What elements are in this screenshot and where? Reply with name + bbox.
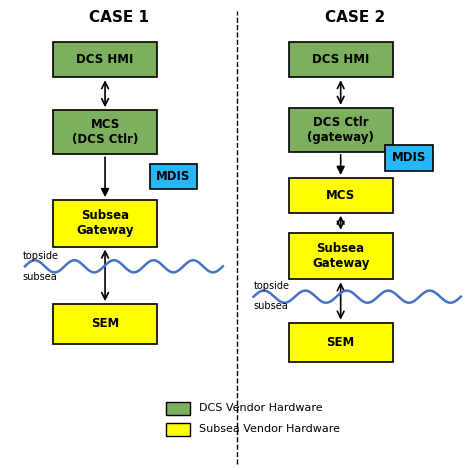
Text: MCS
(DCS Ctlr): MCS (DCS Ctlr) (72, 118, 138, 146)
Text: MCS: MCS (326, 189, 356, 202)
Text: CASE 1: CASE 1 (89, 10, 149, 25)
FancyBboxPatch shape (385, 145, 433, 171)
Text: CASE 2: CASE 2 (325, 10, 385, 25)
Text: topside: topside (23, 251, 59, 261)
FancyBboxPatch shape (289, 178, 392, 213)
Text: Subsea
Gateway: Subsea Gateway (312, 242, 369, 270)
FancyBboxPatch shape (53, 42, 157, 77)
Text: DCS Ctlr
(gateway): DCS Ctlr (gateway) (307, 116, 374, 144)
Text: topside: topside (254, 282, 290, 291)
Text: Subsea
Gateway: Subsea Gateway (76, 209, 134, 237)
FancyBboxPatch shape (53, 110, 157, 155)
FancyBboxPatch shape (150, 164, 197, 189)
FancyBboxPatch shape (289, 233, 392, 279)
Text: DCS HMI: DCS HMI (76, 53, 134, 66)
Text: MDIS: MDIS (156, 170, 191, 183)
Text: subsea: subsea (23, 272, 57, 282)
Text: DCS Vendor Hardware: DCS Vendor Hardware (199, 403, 323, 413)
Text: subsea: subsea (254, 301, 288, 312)
Text: SEM: SEM (327, 336, 355, 349)
FancyBboxPatch shape (53, 200, 157, 247)
FancyBboxPatch shape (53, 304, 157, 344)
FancyBboxPatch shape (166, 402, 190, 415)
Text: MDIS: MDIS (392, 151, 426, 164)
Text: DCS HMI: DCS HMI (312, 53, 369, 66)
Text: Subsea Vendor Hardware: Subsea Vendor Hardware (199, 424, 340, 434)
FancyBboxPatch shape (289, 108, 392, 152)
Text: SEM: SEM (91, 317, 119, 330)
FancyBboxPatch shape (289, 42, 392, 77)
FancyBboxPatch shape (166, 423, 190, 436)
FancyBboxPatch shape (289, 322, 392, 362)
